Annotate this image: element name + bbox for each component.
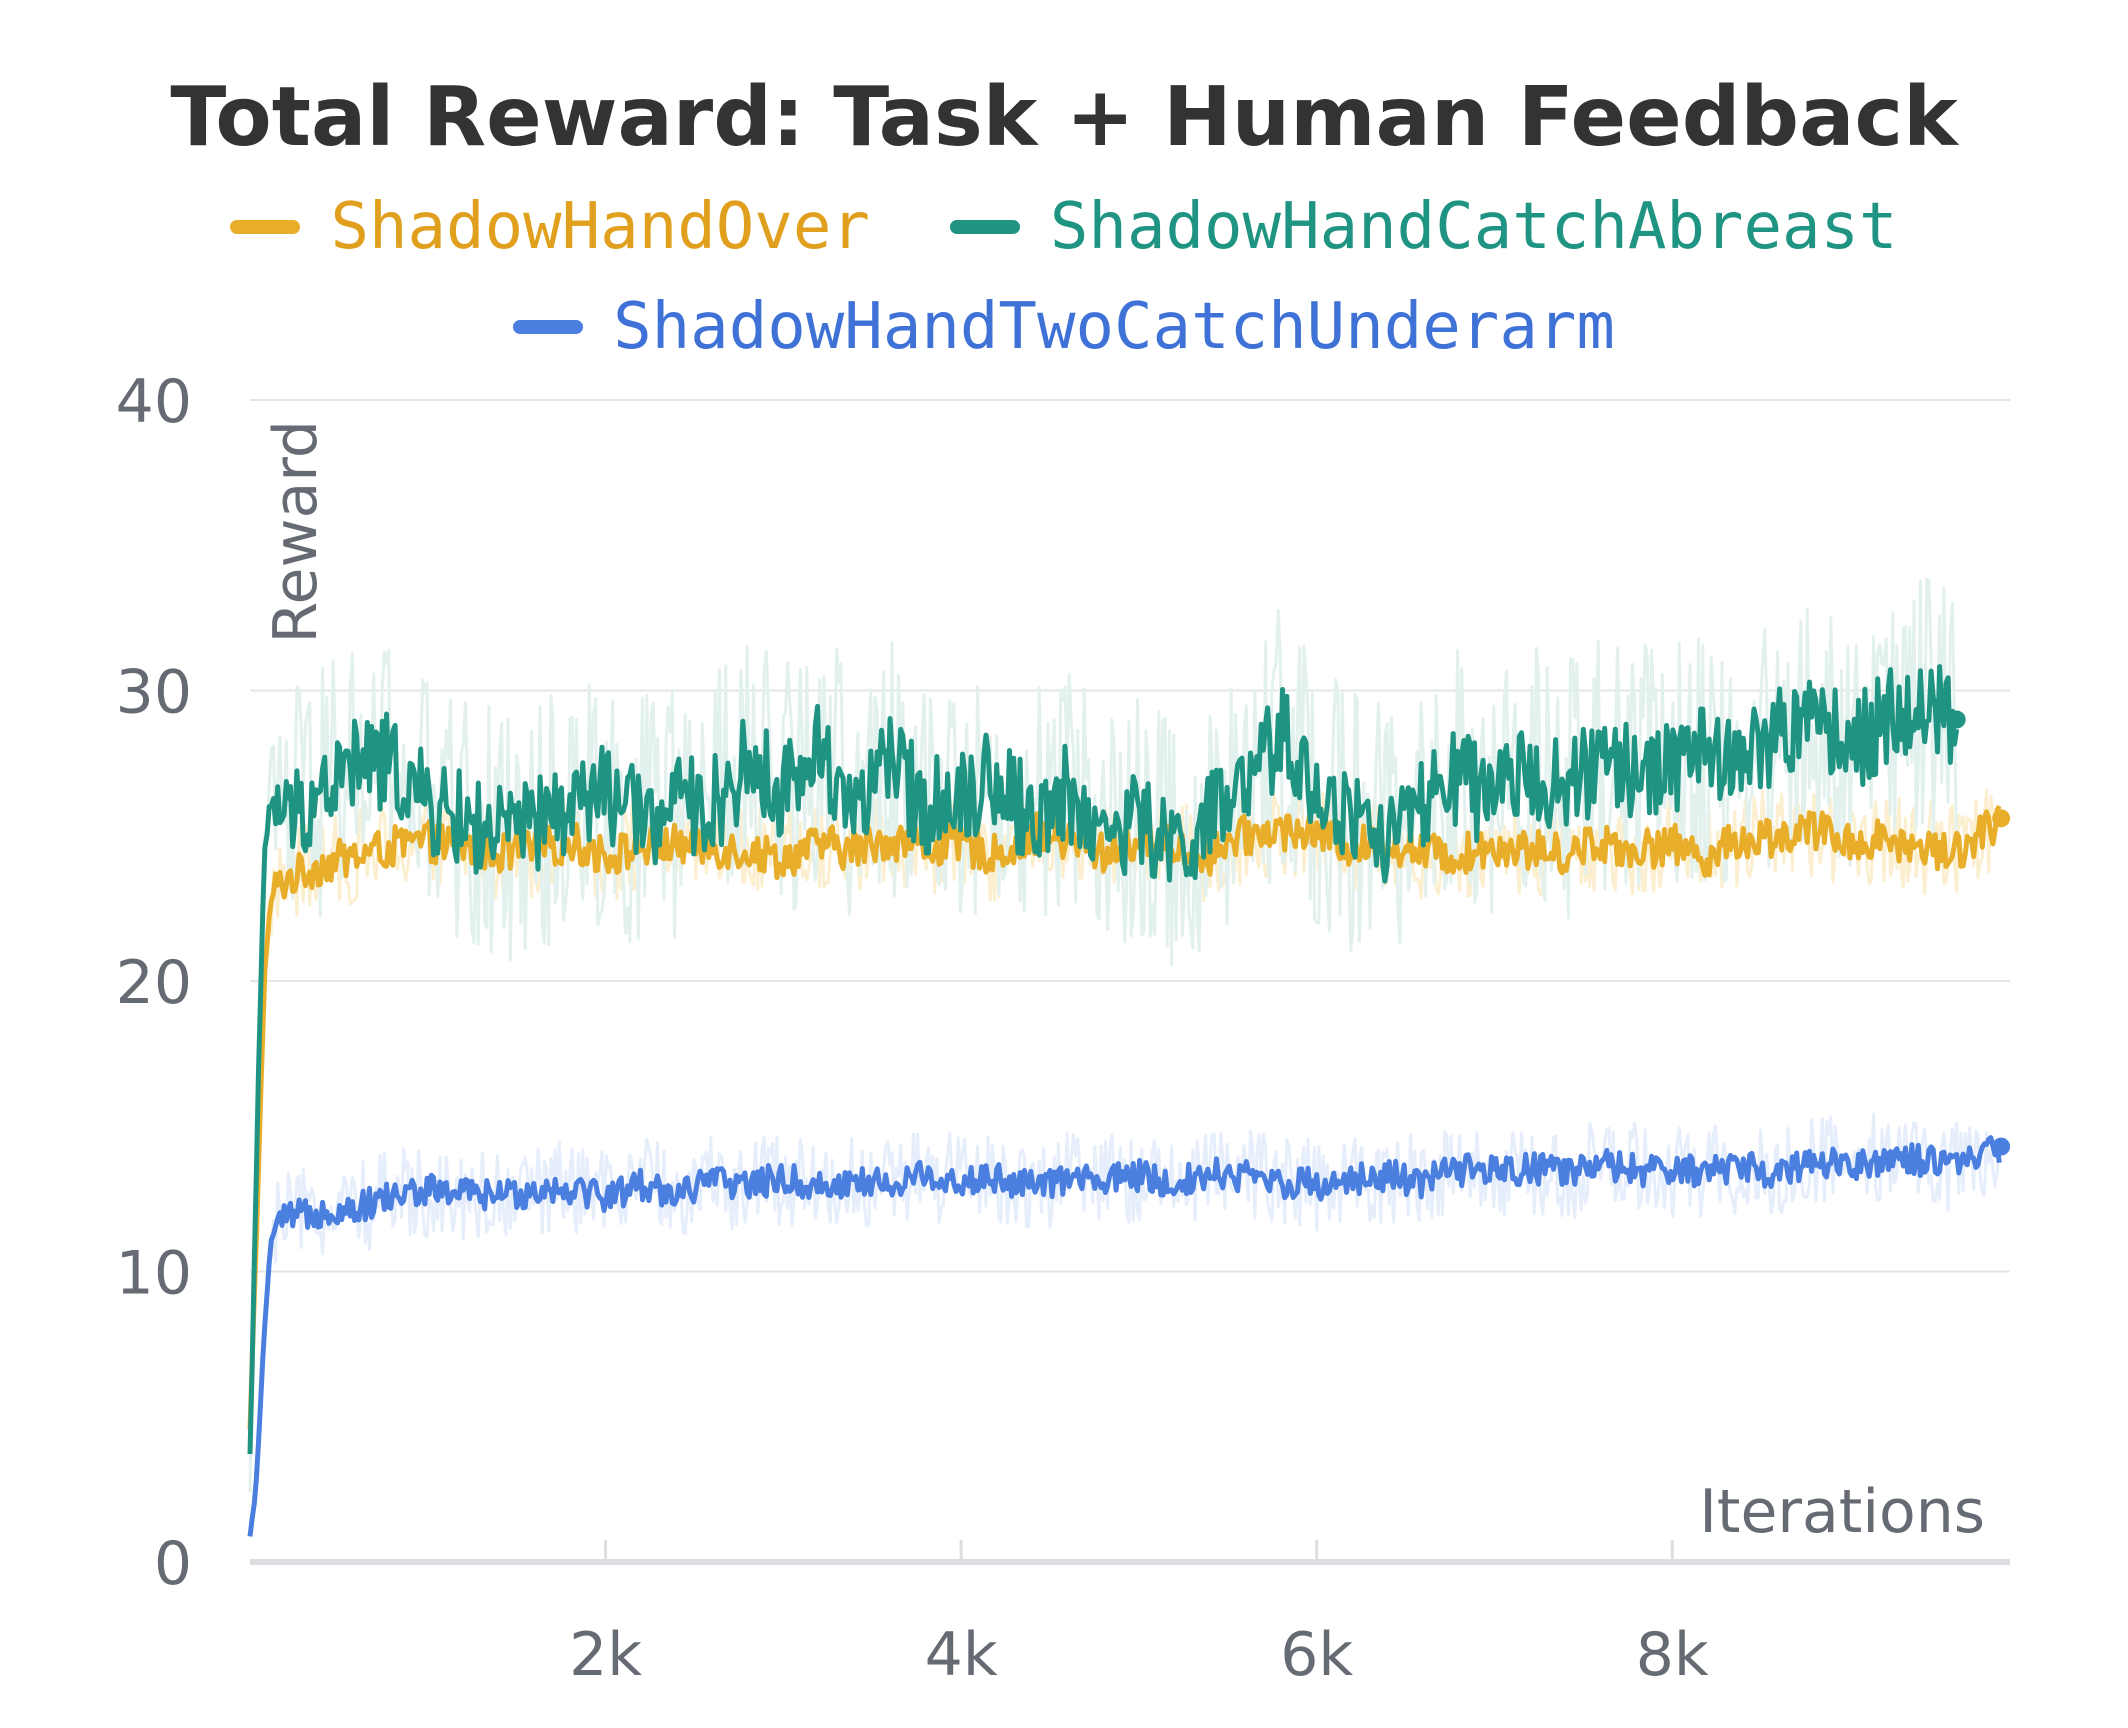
grid-lines xyxy=(250,399,2010,1273)
raw-noise-layer xyxy=(248,577,2001,1532)
x-tick-label-8000: 8k xyxy=(1636,1620,1709,1690)
legend-swatch-shadowhandover xyxy=(230,220,301,234)
series-end-point-shadowhandover xyxy=(1992,809,2011,828)
legend-item-shadowhandcatchabreast[interactable]: ShadowHandCatchAbreast xyxy=(949,190,1898,264)
series-end-point-shadowhandcatchabreast xyxy=(1947,710,1966,729)
series-line-shadowhandcatchabreast xyxy=(247,664,1960,1455)
y-tick-label-10: 10 xyxy=(116,1239,192,1309)
legend-label-shadowhandcatchabreast: ShadowHandCatchAbreast xyxy=(1049,190,1898,264)
x-tick-label-2000: 2k xyxy=(569,1620,642,1690)
axes: 0 10 20 30 40 2k 4k 6k 8k xyxy=(116,367,2010,1690)
x-tick-label-4000: 4k xyxy=(925,1620,998,1690)
legend-item-shadowhandover[interactable]: ShadowHandOver xyxy=(230,190,870,264)
y-tick-label-20: 20 xyxy=(116,948,192,1018)
legend-swatch-shadowhandtwocatchunderarm xyxy=(513,320,584,334)
legend-row-2: ShadowHandTwoCatchUnderarm xyxy=(0,290,2128,364)
legend-label-shadowhandover: ShadowHandOver xyxy=(330,190,870,264)
chart-title: Total Reward: Task + Human Feedback xyxy=(170,70,1958,165)
series-lines xyxy=(247,664,2011,1537)
y-axis-label: Reward xyxy=(261,420,331,643)
legend-item-shadowhandtwocatchunderarm[interactable]: ShadowHandTwoCatchUnderarm xyxy=(513,290,1615,364)
y-tick-label-40: 40 xyxy=(116,367,192,437)
legend-row-1: ShadowHandOver ShadowHandCatchAbreast xyxy=(0,190,2128,264)
x-axis-label: Iterations xyxy=(1699,1477,1985,1547)
legend-swatch-shadowhandcatchabreast xyxy=(949,220,1020,234)
y-tick-label-30: 30 xyxy=(116,658,192,728)
x-tick-label-6000: 6k xyxy=(1280,1620,1353,1690)
raw-line-shadowhandtwocatchunderarm xyxy=(248,1112,2001,1532)
legend-label-shadowhandtwocatchunderarm: ShadowHandTwoCatchUnderarm xyxy=(613,290,1615,364)
series-line-shadowhandtwocatchunderarm xyxy=(247,1135,2002,1537)
y-tick-label-0: 0 xyxy=(154,1529,192,1599)
series-end-point-shadowhandtwocatchunderarm xyxy=(1992,1137,2011,1156)
